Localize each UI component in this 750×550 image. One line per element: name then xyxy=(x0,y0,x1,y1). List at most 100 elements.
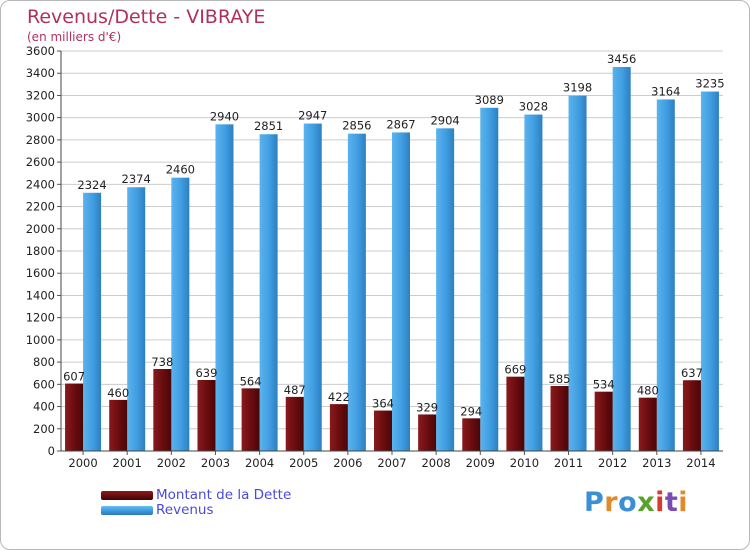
x-tick-label: 2005 xyxy=(289,456,318,470)
bar-dette xyxy=(109,399,128,451)
data-label-dette: 422 xyxy=(328,390,350,404)
x-tick-label: 2008 xyxy=(421,456,450,470)
data-label-dette: 480 xyxy=(637,384,659,398)
y-tick-label: 2000 xyxy=(26,222,55,236)
y-tick-label: 1000 xyxy=(26,333,55,347)
x-tick-label: 2013 xyxy=(642,456,671,470)
data-label-revenus: 3235 xyxy=(695,77,724,91)
x-tick-label: 2003 xyxy=(201,456,230,470)
data-label-dette: 564 xyxy=(240,374,262,388)
bar-dette xyxy=(506,376,525,451)
bar-dette xyxy=(241,388,260,451)
bar-revenus xyxy=(568,95,587,452)
data-label-dette: 460 xyxy=(107,386,129,400)
logo-letter: P xyxy=(584,487,605,518)
y-tick-label: 3000 xyxy=(26,111,55,125)
bar-dette xyxy=(197,380,216,451)
x-tick-label: 2011 xyxy=(554,456,583,470)
bar-revenus xyxy=(392,132,410,451)
y-tick-label: 2800 xyxy=(26,133,55,147)
data-label-dette: 738 xyxy=(151,355,173,369)
data-label-revenus: 2856 xyxy=(342,119,371,133)
logo-letter: t xyxy=(664,487,679,518)
bar-revenus xyxy=(303,123,322,452)
logo-letter: i xyxy=(655,487,665,518)
bar-revenus xyxy=(436,128,455,451)
data-label-dette: 669 xyxy=(504,363,526,377)
data-label-revenus: 3028 xyxy=(519,100,548,114)
data-label-revenus: 2904 xyxy=(430,113,459,127)
y-tick-label: 0 xyxy=(48,444,55,458)
data-label-revenus: 3456 xyxy=(607,52,636,66)
data-label-dette: 364 xyxy=(372,397,394,411)
bar-dette xyxy=(462,418,481,451)
data-label-revenus: 3164 xyxy=(651,84,680,98)
bar-dette xyxy=(285,396,304,451)
bar-revenus xyxy=(83,192,102,451)
y-tick-label: 2400 xyxy=(26,177,55,191)
data-label-revenus: 3089 xyxy=(475,93,504,107)
data-label-revenus: 2947 xyxy=(298,109,327,123)
data-label-dette: 487 xyxy=(284,383,306,397)
bar-dette xyxy=(594,391,613,451)
data-label-revenus: 2940 xyxy=(210,109,239,123)
data-label-revenus: 2324 xyxy=(77,178,106,192)
y-tick-label: 3200 xyxy=(26,88,55,102)
data-label-revenus: 2460 xyxy=(166,163,195,177)
data-label-dette: 607 xyxy=(63,370,85,384)
y-tick-label: 3600 xyxy=(26,44,55,58)
bar-dette xyxy=(153,369,172,451)
x-tick-label: 2002 xyxy=(157,456,186,470)
data-label-dette: 639 xyxy=(195,366,217,380)
bar-dette xyxy=(682,380,701,451)
legend-swatch-revenus xyxy=(101,506,153,515)
y-tick-label: 2600 xyxy=(26,155,55,169)
y-tick-label: 800 xyxy=(33,355,55,369)
legend-swatch-dette xyxy=(101,491,153,500)
x-tick-label: 2009 xyxy=(466,456,495,470)
bar-revenus xyxy=(524,114,543,452)
x-tick-label: 2000 xyxy=(68,456,97,470)
bar-dette xyxy=(638,397,657,451)
data-label-dette: 294 xyxy=(460,404,482,418)
bar-dette xyxy=(374,410,392,451)
data-label-dette: 637 xyxy=(681,366,703,380)
x-tick-label: 2001 xyxy=(113,456,142,470)
logo-letter: i xyxy=(678,487,689,518)
bar-revenus xyxy=(347,133,366,451)
x-tick-label: 2006 xyxy=(333,456,362,470)
bar-revenus xyxy=(215,124,234,451)
y-tick-label: 3400 xyxy=(26,66,55,80)
y-tick-label: 1800 xyxy=(26,244,55,258)
data-label-revenus: 2867 xyxy=(386,117,415,131)
bar-dette xyxy=(550,386,569,451)
y-tick-label: 1600 xyxy=(26,266,55,280)
logo-letter: o xyxy=(618,487,638,518)
proxiti-logo: Proxiti xyxy=(584,487,688,518)
x-tick-label: 2014 xyxy=(686,456,715,470)
logo-letter: x xyxy=(637,487,656,518)
x-tick-label: 2010 xyxy=(510,456,539,470)
y-tick-label: 600 xyxy=(33,377,55,391)
data-label-revenus: 2851 xyxy=(254,119,283,133)
bar-revenus xyxy=(656,99,675,451)
y-tick-label: 2200 xyxy=(26,200,55,214)
x-tick-label: 2012 xyxy=(598,456,627,470)
bar-revenus xyxy=(700,91,719,452)
data-label-revenus: 3198 xyxy=(563,81,592,95)
bar-revenus xyxy=(259,134,278,451)
bar-dette xyxy=(418,414,437,451)
bar-dette xyxy=(65,383,84,451)
bar-revenus xyxy=(171,177,190,451)
x-tick-label: 2007 xyxy=(377,456,406,470)
y-tick-label: 200 xyxy=(33,422,55,436)
chart-subtitle: (en milliers d'€) xyxy=(27,30,122,44)
chart-title: Revenus/Dette - VIBRAYE xyxy=(27,6,266,28)
x-tick-label: 2004 xyxy=(245,456,274,470)
data-label-revenus: 2374 xyxy=(122,172,151,186)
bar-revenus xyxy=(127,187,146,451)
data-label-dette: 329 xyxy=(416,400,438,414)
data-label-dette: 534 xyxy=(593,378,615,392)
